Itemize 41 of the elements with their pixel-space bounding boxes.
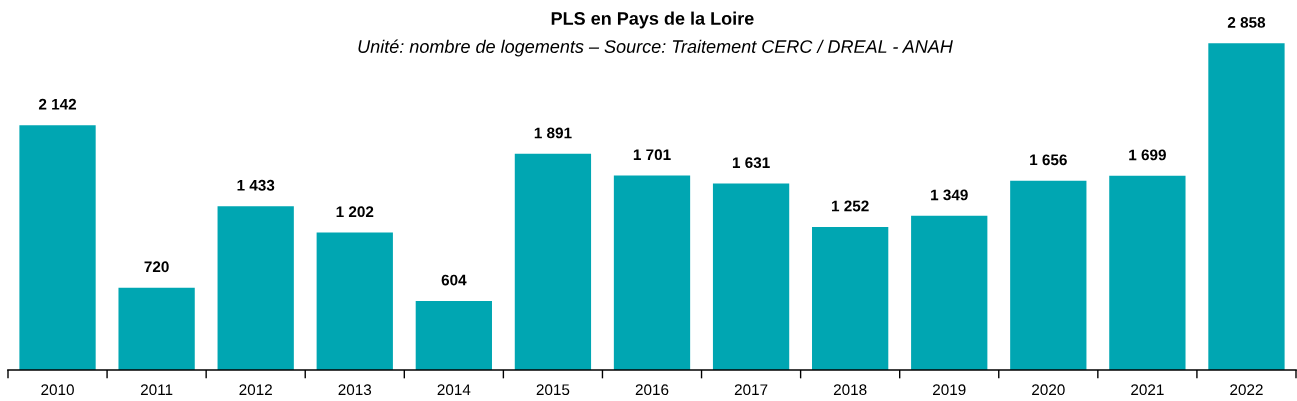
chart-title: PLS en Pays de la Loire (551, 11, 754, 29)
data-label: 1 202 (336, 206, 374, 218)
data-label: 1 252 (832, 200, 869, 212)
bar (217, 206, 294, 370)
x-tick-label: 2012 (239, 384, 272, 396)
data-label: 1 701 (633, 149, 671, 161)
x-tick-label: 2020 (1032, 384, 1065, 396)
x-tick-label: 2016 (635, 384, 669, 396)
bar (19, 125, 96, 370)
chart-subtitle: Unité: nombre de logements – Source: Traitement CERC / DREAL - ANAH (358, 39, 953, 57)
data-label: 720 (144, 261, 169, 273)
bar (1109, 175, 1186, 370)
x-tick-label: 2017 (734, 384, 768, 396)
bar (812, 226, 889, 370)
x-tick-label: 2018 (833, 384, 867, 396)
x-tick-label: 2010 (41, 384, 74, 396)
bar (911, 215, 988, 370)
bar (118, 287, 195, 370)
data-label: 1 349 (931, 189, 968, 201)
bar (1208, 43, 1285, 370)
data-label: 1 433 (237, 179, 275, 191)
x-tick-label: 2021 (1131, 384, 1164, 396)
x-tick-label: 2013 (338, 384, 372, 396)
x-tick-label: 2011 (140, 384, 173, 396)
bar (415, 300, 492, 370)
data-label: 604 (441, 274, 467, 286)
data-label: 1 699 (1129, 149, 1166, 161)
data-label: 1 631 (732, 157, 770, 169)
bar (613, 175, 691, 370)
data-label: 1 891 (534, 127, 572, 139)
x-tick-label: 2015 (536, 384, 570, 396)
data-label: 2 858 (1227, 17, 1266, 28)
x-tick-label: 2014 (437, 384, 471, 396)
bar (316, 232, 393, 370)
bar (712, 183, 790, 370)
data-label: 1 656 (1030, 154, 1067, 166)
x-tick-label: 2022 (1230, 384, 1263, 396)
bar (514, 153, 592, 370)
x-tick-label: 2019 (933, 384, 966, 396)
bar (1010, 180, 1087, 370)
data-label: 2 142 (38, 98, 77, 110)
